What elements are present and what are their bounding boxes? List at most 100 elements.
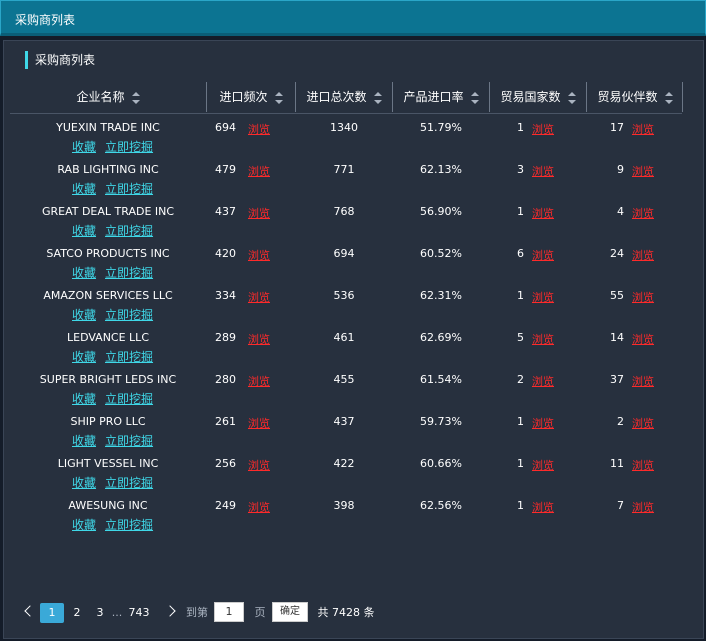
favorite-link[interactable]: 收藏 xyxy=(72,140,97,154)
freq-value: 249 xyxy=(215,499,236,512)
window-title: 采购商列表 xyxy=(15,13,76,27)
sort-icon[interactable] xyxy=(664,91,673,104)
browse-link[interactable]: 浏览 xyxy=(532,459,554,472)
table-row: YUEXIN TRADE INC 收藏 立即挖掘 694 浏览 1340 51.79% 1 浏览… xyxy=(10,115,682,157)
browse-link[interactable]: 浏览 xyxy=(532,165,554,178)
mine-now-link[interactable]: 立即挖掘 xyxy=(105,266,154,280)
browse-link[interactable]: 浏览 xyxy=(248,165,270,178)
column-header-product-rate[interactable]: 产品进口率 xyxy=(393,81,489,113)
browse-link[interactable]: 浏览 xyxy=(632,501,654,514)
browse-link[interactable]: 浏览 xyxy=(532,207,554,220)
column-divider xyxy=(206,82,207,112)
browse-link[interactable]: 浏览 xyxy=(532,375,554,388)
browse-link[interactable]: 浏览 xyxy=(632,375,654,388)
browse-link[interactable]: 浏览 xyxy=(532,333,554,346)
mine-now-link[interactable]: 立即挖掘 xyxy=(105,308,154,322)
prev-page-icon[interactable] xyxy=(24,605,36,617)
countries-value: 1 xyxy=(517,289,524,302)
table-row: AMAZON SERVICES LLC 收藏 立即挖掘 334 浏览 536 62.31% 1… xyxy=(10,283,682,325)
mine-now-link[interactable]: 立即挖掘 xyxy=(105,476,154,490)
browse-link[interactable]: 浏览 xyxy=(248,375,270,388)
table-row: AWESUNG INC 收藏 立即挖掘 249 浏览 398 62.56% 1 浏览 7 浏览 xyxy=(10,493,682,535)
browse-link[interactable]: 浏览 xyxy=(632,333,654,346)
column-header-trade-countries[interactable]: 贸易国家数 xyxy=(490,81,586,113)
freq-value: 437 xyxy=(215,205,236,218)
browse-link[interactable]: 浏览 xyxy=(532,417,554,430)
page-3-button[interactable]: 3 xyxy=(96,606,104,619)
browse-link[interactable]: 浏览 xyxy=(532,249,554,262)
browse-link[interactable]: 浏览 xyxy=(532,291,554,304)
column-header-trade-countries-label: 贸易国家数 xyxy=(500,90,561,104)
goto-page-input[interactable]: 1 xyxy=(214,602,244,622)
partners-value: 14 xyxy=(610,331,624,344)
browse-link[interactable]: 浏览 xyxy=(532,123,554,136)
total-value: 437 xyxy=(333,415,355,428)
total-value: 455 xyxy=(333,373,355,386)
countries-value: 1 xyxy=(517,457,524,470)
browse-link[interactable]: 浏览 xyxy=(248,459,270,472)
page-last-button[interactable]: 743 xyxy=(128,606,150,619)
favorite-link[interactable]: 收藏 xyxy=(72,308,97,322)
column-header-company[interactable]: 企业名称 xyxy=(10,81,206,113)
browse-link[interactable]: 浏览 xyxy=(532,501,554,514)
column-header-trade-partners[interactable]: 贸易伙伴数 xyxy=(587,81,683,113)
browse-link[interactable]: 浏览 xyxy=(632,249,654,262)
browse-link[interactable]: 浏览 xyxy=(248,207,270,220)
favorite-link[interactable]: 收藏 xyxy=(72,182,97,196)
browse-link[interactable]: 浏览 xyxy=(632,123,654,136)
pagination: 1 2 3 ... 743 到第 1 页 确定 共 7428 条 xyxy=(4,601,704,627)
total-value: 1340 xyxy=(330,121,358,134)
mine-now-link[interactable]: 立即挖掘 xyxy=(105,182,154,196)
sort-icon[interactable] xyxy=(470,91,479,104)
row-actions: 收藏 立即挖掘 xyxy=(72,516,162,533)
sort-icon[interactable] xyxy=(567,91,576,104)
favorite-link[interactable]: 收藏 xyxy=(72,266,97,280)
browse-link[interactable]: 浏览 xyxy=(632,459,654,472)
column-header-import-freq[interactable]: 进口频次 xyxy=(207,81,295,113)
sort-icon[interactable] xyxy=(274,91,283,104)
mine-now-link[interactable]: 立即挖掘 xyxy=(105,518,154,532)
browse-link[interactable]: 浏览 xyxy=(248,249,270,262)
favorite-link[interactable]: 收藏 xyxy=(72,434,97,448)
rate-value: 62.56% xyxy=(420,499,462,512)
mine-now-link[interactable]: 立即挖掘 xyxy=(105,350,154,364)
browse-link[interactable]: 浏览 xyxy=(248,333,270,346)
mine-now-link[interactable]: 立即挖掘 xyxy=(105,392,154,406)
browse-link[interactable]: 浏览 xyxy=(248,501,270,514)
mine-now-link[interactable]: 立即挖掘 xyxy=(105,224,154,238)
countries-value: 1 xyxy=(517,499,524,512)
favorite-link[interactable]: 收藏 xyxy=(72,518,97,532)
page-2-button[interactable]: 2 xyxy=(73,606,81,619)
mine-now-link[interactable]: 立即挖掘 xyxy=(105,434,154,448)
total-value: 694 xyxy=(333,247,355,260)
browse-link[interactable]: 浏览 xyxy=(632,207,654,220)
confirm-button[interactable]: 确定 xyxy=(272,602,308,622)
column-divider xyxy=(295,82,296,112)
browse-link[interactable]: 浏览 xyxy=(632,165,654,178)
mine-now-link[interactable]: 立即挖掘 xyxy=(105,140,154,154)
company-name: AMAZON SERVICES LLC xyxy=(43,289,173,302)
favorite-link[interactable]: 收藏 xyxy=(72,224,97,238)
column-header-product-rate-label: 产品进口率 xyxy=(403,90,464,104)
table-row: LIGHT VESSEL INC 收藏 立即挖掘 256 浏览 422 60.66% 1 浏览 1… xyxy=(10,451,682,493)
browse-link[interactable]: 浏览 xyxy=(248,123,270,136)
browse-link[interactable]: 浏览 xyxy=(248,291,270,304)
column-header-import-total[interactable]: 进口总次数 xyxy=(296,81,392,113)
rate-value: 61.54% xyxy=(420,373,462,386)
company-name: SUPER BRIGHT LEDS INC xyxy=(39,373,177,386)
sort-icon[interactable] xyxy=(373,91,382,104)
favorite-link[interactable]: 收藏 xyxy=(72,476,97,490)
favorite-link[interactable]: 收藏 xyxy=(72,350,97,364)
favorite-link[interactable]: 收藏 xyxy=(72,392,97,406)
freq-value: 694 xyxy=(215,121,236,134)
company-name: GREAT DEAL TRADE INC xyxy=(41,205,175,218)
rate-value: 51.79% xyxy=(420,121,462,134)
partners-value: 2 xyxy=(617,415,624,428)
browse-link[interactable]: 浏览 xyxy=(632,291,654,304)
page-1-button[interactable]: 1 xyxy=(40,603,64,623)
browse-link[interactable]: 浏览 xyxy=(632,417,654,430)
sort-icon[interactable] xyxy=(131,91,140,104)
browse-link[interactable]: 浏览 xyxy=(248,417,270,430)
next-page-icon[interactable] xyxy=(164,605,176,617)
partners-value: 4 xyxy=(617,205,624,218)
